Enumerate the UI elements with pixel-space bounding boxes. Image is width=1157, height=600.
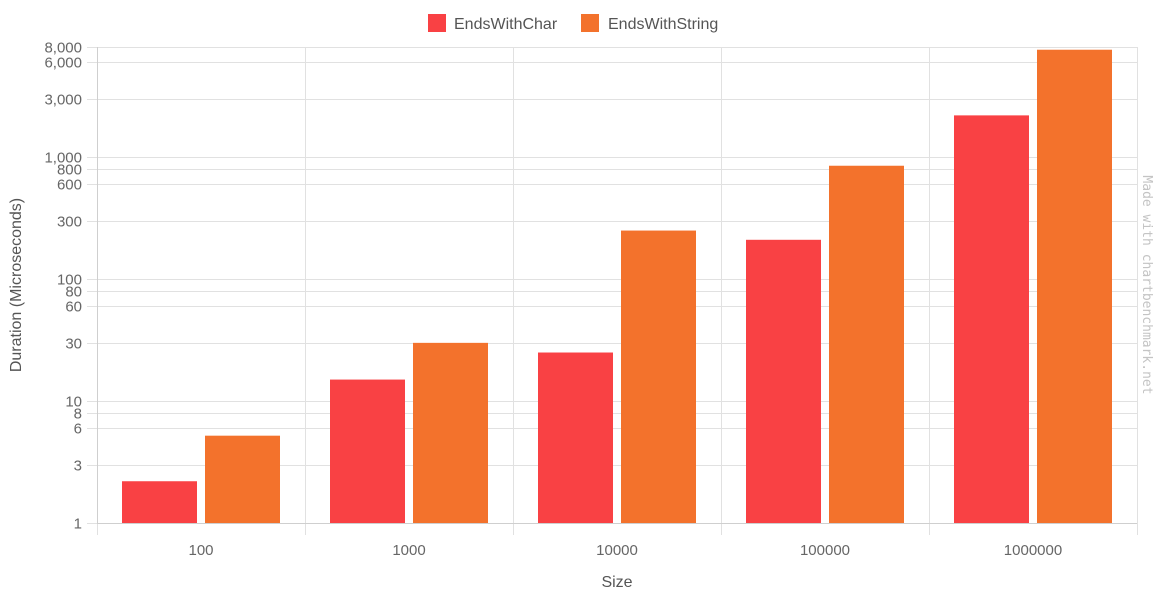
y-tick-label: 3,000 xyxy=(44,92,82,109)
y-axis-title: Duration (Microseconds) xyxy=(8,198,25,372)
x-tick-label: 100000 xyxy=(800,542,850,559)
y-tick-label: 80 xyxy=(65,284,82,301)
legend-item-endswithchar[interactable]: EndsWithChar xyxy=(428,14,558,33)
y-tick-label: 6 xyxy=(74,421,82,438)
bars xyxy=(122,49,1112,524)
y-tick-label: 100 xyxy=(57,272,82,289)
bar-endswithchar-100[interactable] xyxy=(122,481,197,523)
y-tick-label: 8,000 xyxy=(44,40,82,57)
legend-swatch xyxy=(428,14,446,32)
bar-endswithchar-1000000[interactable] xyxy=(954,115,1029,524)
y-tick-label: 1,000 xyxy=(44,150,82,167)
x-tick-label: 1000 xyxy=(392,542,425,559)
bar-endswithstring-10000[interactable] xyxy=(621,230,696,523)
legend-item-endswithstring[interactable]: EndsWithString xyxy=(581,14,718,33)
legend-label: EndsWithChar xyxy=(454,16,558,33)
y-tick-label: 60 xyxy=(65,299,82,316)
bar-endswithstring-100[interactable] xyxy=(205,435,280,523)
x-tick-label: 10000 xyxy=(596,542,638,559)
y-tick-label: 10 xyxy=(65,394,82,411)
watermark: Made with chartbenchmark.net xyxy=(1139,175,1154,394)
bar-endswithchar-1000[interactable] xyxy=(330,379,405,523)
x-axis-title: Size xyxy=(601,574,632,591)
x-tick-label: 100 xyxy=(188,542,213,559)
bar-endswithstring-1000[interactable] xyxy=(413,342,488,523)
x-axis-ticks: 100 1000 10000 100000 1000000 xyxy=(188,542,1062,559)
legend[interactable]: EndsWithChar EndsWithString xyxy=(428,14,718,33)
bar-endswithstring-100000[interactable] xyxy=(829,165,904,523)
y-tick-label: 8 xyxy=(74,406,82,423)
bar-endswithstring-1000000[interactable] xyxy=(1037,49,1112,524)
x-tick-label: 1000000 xyxy=(1004,542,1062,559)
bar-endswithchar-100000[interactable] xyxy=(746,239,821,523)
legend-swatch xyxy=(581,14,599,32)
y-tick-label: 300 xyxy=(57,214,82,231)
y-tick-label: 3 xyxy=(74,458,82,475)
y-tick-label: 6,000 xyxy=(44,55,82,72)
legend-label: EndsWithString xyxy=(608,16,718,33)
y-tick-label: 30 xyxy=(65,336,82,353)
y-tick-label: 1 xyxy=(74,516,82,533)
bar-endswithchar-10000[interactable] xyxy=(538,352,613,523)
y-tick-label: 600 xyxy=(57,177,82,194)
y-tick-label: 800 xyxy=(57,162,82,179)
